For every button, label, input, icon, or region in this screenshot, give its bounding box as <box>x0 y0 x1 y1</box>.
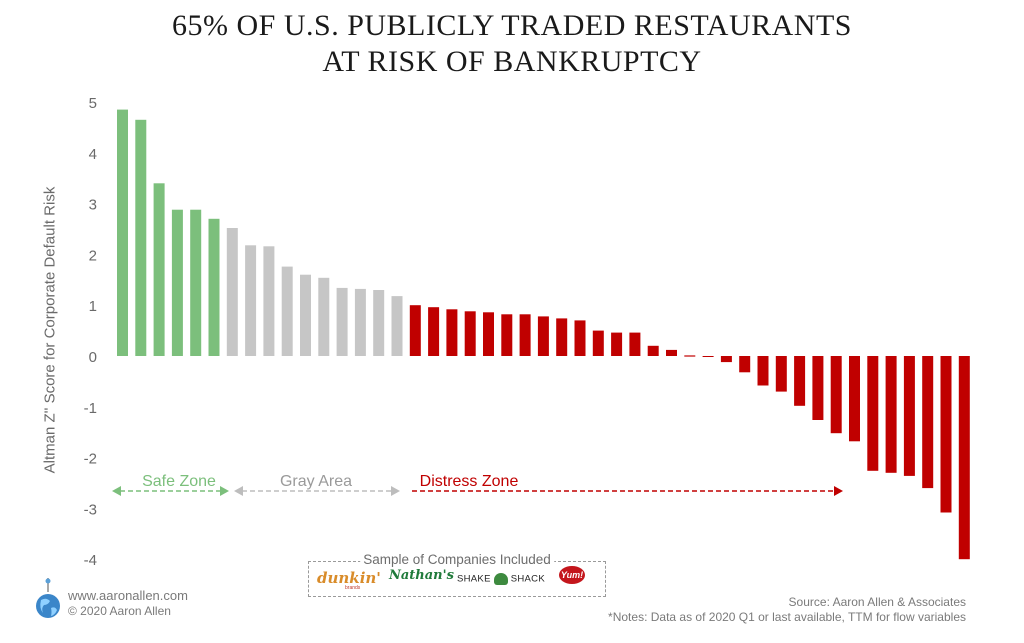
bar <box>666 349 677 356</box>
zone-label: Gray Area <box>280 473 352 490</box>
y-tick-label: -3 <box>84 501 97 518</box>
y-tick-label: -4 <box>84 552 97 569</box>
copyright-text: © 2020 Aaron Allen <box>68 604 171 618</box>
bar <box>171 209 183 356</box>
bar <box>720 356 732 363</box>
bar <box>483 312 494 356</box>
gray-area-arrow-head-right <box>391 486 400 496</box>
sample-companies-title: Sample of Companies Included <box>360 552 554 567</box>
bar <box>592 330 604 356</box>
bar <box>336 287 348 356</box>
bar <box>629 332 641 356</box>
chart-title: 65% OF U.S. PUBLICLY TRADED RESTAURANTS … <box>0 8 1024 80</box>
zone-label: Safe Zone <box>142 473 216 490</box>
dunkin-logo-subtext: brands <box>345 585 361 591</box>
safe-zone-arrow-head-left <box>112 486 121 496</box>
y-tick-label: 5 <box>89 95 97 112</box>
shake-shack-logo: SHAKE SHACK <box>457 573 545 585</box>
gray-area-arrow-head-left <box>234 486 243 496</box>
shake-shack-logo-right: SHACK <box>510 573 545 585</box>
bar <box>263 246 275 356</box>
bar <box>647 345 659 356</box>
bar <box>739 356 751 373</box>
bar <box>354 288 366 356</box>
bar <box>903 356 915 476</box>
y-tick-label: 1 <box>89 298 97 315</box>
bar <box>281 266 293 356</box>
bar <box>135 119 147 356</box>
bar <box>830 356 842 434</box>
bar <box>537 316 549 356</box>
notes-text: *Notes: Data as of 2020 Q1 or last avail… <box>608 610 966 624</box>
bars-group <box>117 109 970 560</box>
bar <box>153 183 165 356</box>
bar <box>812 356 824 420</box>
source-text: Source: Aaron Allen & Associates <box>788 595 966 609</box>
bar <box>208 218 220 356</box>
distress-zone-arrow-head-right <box>834 486 843 496</box>
dunkin-logo: dunkin' <box>317 569 381 587</box>
bar <box>501 314 513 356</box>
y-tick-label: 2 <box>89 247 97 264</box>
bar <box>446 309 458 356</box>
chart-title-line-2: AT RISK OF BANKRUPTCY <box>322 45 702 78</box>
chart-title-line-1: 65% OF U.S. PUBLICLY TRADED RESTAURANTS <box>172 9 852 42</box>
bar <box>556 318 568 356</box>
y-tick-label: 4 <box>89 146 97 163</box>
bar <box>117 109 128 356</box>
bar <box>794 356 806 406</box>
bar <box>702 356 714 357</box>
burger-icon <box>493 573 508 585</box>
bar <box>391 296 403 356</box>
bar <box>245 245 257 356</box>
bar <box>611 332 623 356</box>
y-axis-label: Altman Z'' Score for Corporate Default R… <box>41 186 59 474</box>
sample-companies-box: Sample of Companies Included dunkin' bra… <box>308 552 606 597</box>
y-axis-ticks: 5 4 3 2 1 0 -1 -2 -3 -4 <box>84 95 97 569</box>
bar <box>885 356 897 473</box>
bar <box>958 356 970 560</box>
bar <box>226 228 238 356</box>
bar <box>849 356 860 442</box>
bar <box>775 356 787 392</box>
globe-icon <box>36 578 60 618</box>
shake-shack-logo-left: SHAKE <box>457 573 491 585</box>
website-link[interactable]: www.aaronallen.com <box>68 588 188 603</box>
safe-zone-arrow-head-right <box>220 486 229 496</box>
bar <box>684 355 696 357</box>
bar <box>867 356 879 471</box>
bar <box>519 314 531 356</box>
bar <box>464 311 476 356</box>
bar <box>300 274 311 356</box>
bar <box>574 320 586 356</box>
y-tick-label: -2 <box>84 451 97 468</box>
bar <box>318 277 330 356</box>
zone-label: Distress Zone <box>420 473 519 490</box>
bar <box>757 356 769 386</box>
bar <box>190 209 202 356</box>
y-tick-label: 0 <box>89 349 97 366</box>
dunkin-logo-text: dunkin' <box>317 569 381 587</box>
yum-logo: Yum! <box>559 566 585 584</box>
zone-annotations: Safe Zone Gray Area Distress Zone <box>112 473 843 496</box>
y-tick-label: 3 <box>89 197 97 214</box>
y-tick-label: -1 <box>84 400 97 417</box>
bar <box>428 307 440 356</box>
bar <box>940 356 952 513</box>
bar <box>373 290 385 356</box>
bar <box>409 305 421 356</box>
nathans-logo: Nathan's <box>389 568 454 583</box>
bar <box>922 356 934 489</box>
